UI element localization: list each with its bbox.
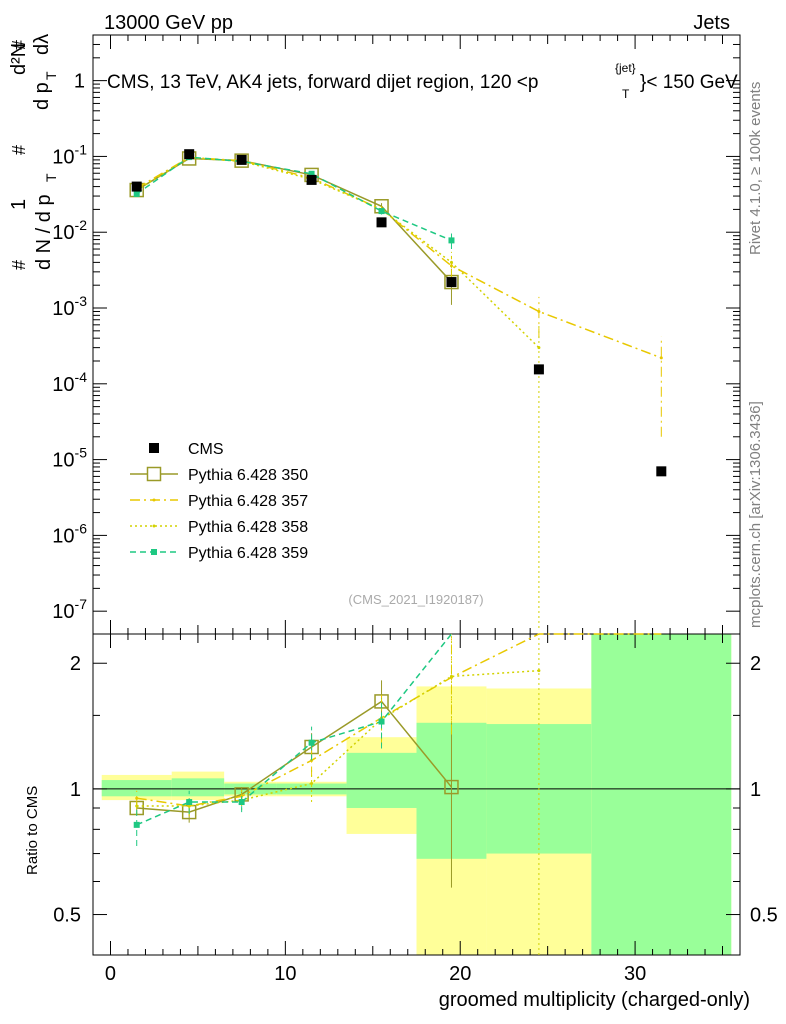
series-point (448, 237, 455, 244)
cms-data-point (131, 181, 142, 192)
main-panel-axes: 1 10-1 10-2 10-3 10-4 10-5 10-6 10-7 (52, 34, 741, 635)
y-label-hash-mid: # (9, 145, 29, 155)
series-point (449, 260, 453, 264)
legend-label: Pythia 6.428 350 (188, 467, 308, 484)
series-line (136, 156, 662, 359)
plot-title-end: }< 150 GeV (640, 72, 738, 93)
cms-data-point (184, 149, 195, 160)
series-line (136, 156, 452, 242)
analysis-watermark: (CMS_2021_I1920187) (348, 592, 483, 607)
ratio-point (187, 804, 191, 808)
ratio-point (308, 739, 315, 746)
legend: CMS Pythia 6.428 350 Pythia 6.428 357 Pythi… (130, 441, 308, 562)
header-category: Jets (693, 12, 730, 34)
ratio-point (186, 799, 193, 806)
cms-data-point (236, 154, 247, 165)
series-point (537, 309, 541, 313)
ratio-point (449, 674, 453, 678)
x-axis-label: groomed multiplicity (charged-only) (439, 989, 750, 1011)
legend-label: CMS (188, 441, 224, 458)
series-point (449, 264, 453, 268)
y-label-one: 1 (8, 199, 30, 210)
plot-title-main: CMS, 13 TeV, AK4 jets, forward dijet reg… (107, 72, 538, 93)
cms-data-point (533, 364, 544, 375)
cms-data-point (376, 217, 387, 228)
y-label-right-num: d²N (8, 43, 30, 75)
ratio-y-label: Ratio to CMS (24, 786, 41, 875)
ratio-point (238, 799, 245, 806)
y-tick-label: 1 (74, 71, 85, 93)
x-tick-label: 20 (449, 963, 471, 985)
header-process: 13000 GeV pp (104, 12, 233, 34)
ratio-band-stat (346, 752, 417, 808)
legend-label: Pythia 6.428 357 (188, 493, 308, 510)
legend-marker (151, 549, 157, 555)
ratio-point (537, 669, 541, 673)
legend-marker-cms (149, 443, 159, 453)
ratio-y-tick-label: 0.5 (53, 905, 81, 927)
x-tick-label: 0 (105, 963, 116, 985)
plot-title: CMS, 13 TeV, AK4 jets, forward dijet reg… (107, 61, 738, 101)
y-label-right-den-end: dλ (31, 34, 53, 55)
y-tick-label: 10-3 (52, 293, 87, 320)
ratio-y-tick-label-right: 2 (750, 653, 761, 675)
y-label-hash-left: # (9, 260, 29, 270)
ratio-point (444, 779, 459, 795)
y-label-right-den-sub: T (43, 71, 59, 80)
ratio-point (133, 821, 140, 828)
x-tick-label: 30 (624, 963, 646, 985)
cms-data-point (306, 174, 317, 185)
ratio-y-tick-label-right: 0.5 (750, 905, 778, 927)
ratio-bands (101, 634, 732, 955)
rivet-version-label: Rivet 4.1.0, ≥ 100k events (747, 82, 764, 255)
ratio-panel-axes: 0 10 20 30 0.5 0.5 1 1 2 2 (53, 633, 778, 985)
y-axis-label: # 1 d N / d p T # d²N d p T dλ # (8, 34, 59, 270)
y-tick-label: 10-1 (52, 141, 87, 168)
x-tick-label: 10 (274, 963, 296, 985)
ratio-y-tick-label: 1 (70, 779, 81, 801)
ratio-band-stat (101, 780, 172, 797)
cms-data-point (446, 277, 457, 288)
mcplots-label: mcplots.cern.ch [arXiv:1306.3436] (747, 401, 764, 628)
plot-title-sup: {jet} (615, 61, 636, 75)
ratio-line (136, 700, 453, 813)
data-series (129, 149, 667, 955)
ratio-point (310, 782, 314, 786)
y-tick-label: 10-6 (52, 520, 87, 547)
y-tick-label: 10-5 (52, 445, 87, 472)
y-tick-label: 10-7 (52, 596, 87, 623)
y-tick-label: 10-2 (52, 217, 87, 244)
legend-label: Pythia 6.428 358 (188, 519, 308, 536)
legend-marker (152, 498, 156, 502)
y-label-right-den: d p (31, 82, 53, 110)
ratio-band-stat (591, 634, 732, 955)
ratio-point (378, 718, 385, 725)
ratio-frame (92, 633, 741, 956)
legend-marker (152, 524, 156, 528)
ratio-y-tick-label: 2 (70, 653, 81, 675)
plot-title-sub: T (622, 87, 630, 101)
series-point (308, 170, 315, 177)
ratio-point (135, 804, 139, 808)
y-label-hash-top: # (9, 40, 29, 50)
cms-data-point (656, 466, 667, 477)
y-tick-label: 10-4 (52, 369, 87, 396)
legend-marker (146, 466, 162, 482)
series-point (659, 356, 663, 360)
y-label-den: d N / d p (33, 194, 55, 270)
series-point (378, 208, 385, 215)
series-point (537, 346, 541, 350)
series-point (133, 190, 140, 197)
legend-label: Pythia 6.428 359 (188, 545, 308, 562)
y-label-den-sub: T (43, 173, 59, 182)
ratio-y-tick-label-right: 1 (750, 779, 761, 801)
ratio-band-stat (171, 778, 225, 797)
ratio-line (136, 633, 453, 826)
